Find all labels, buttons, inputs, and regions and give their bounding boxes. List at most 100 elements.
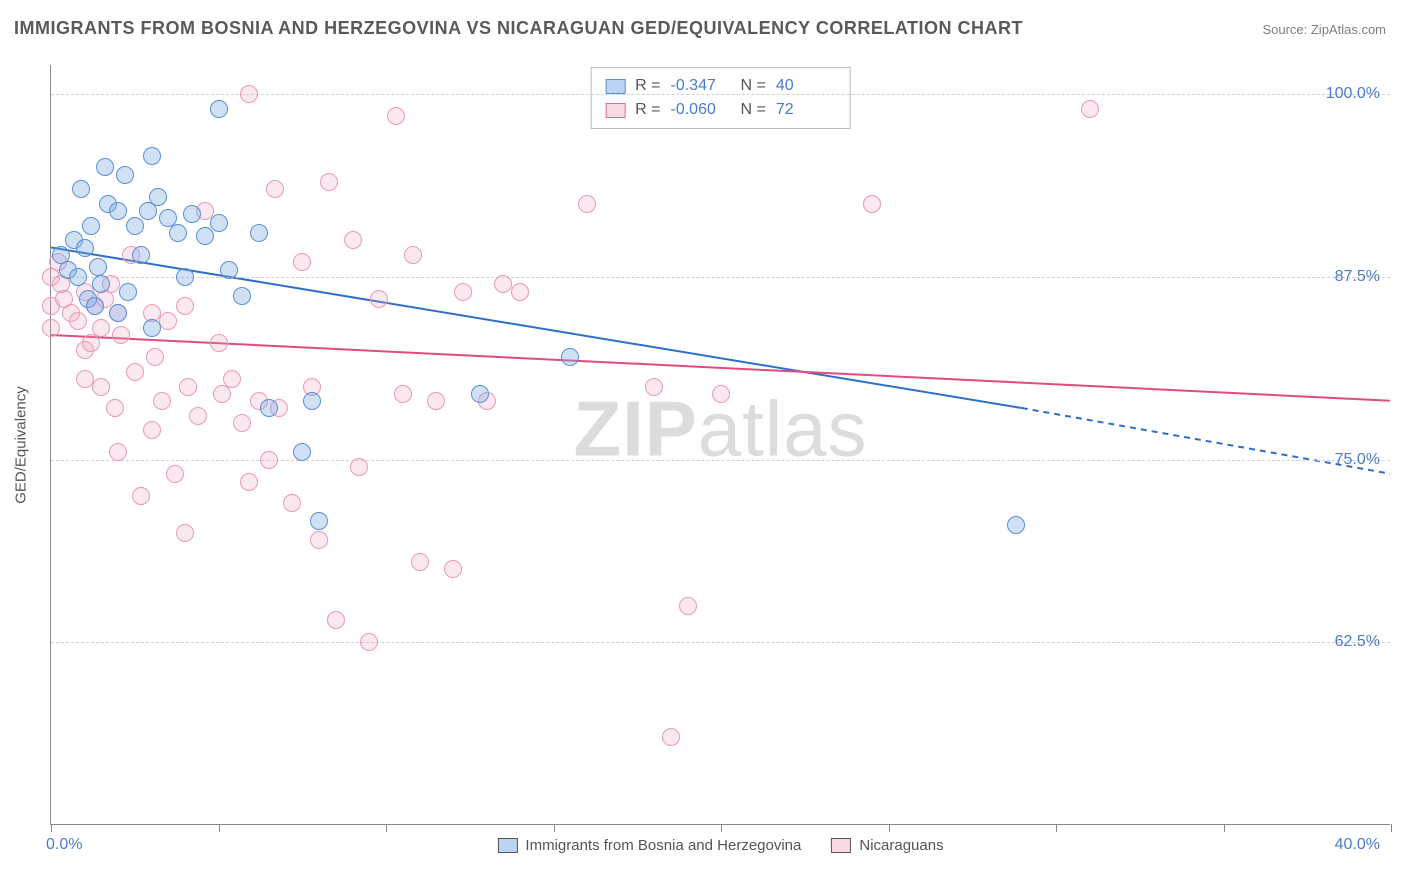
legend-label: Immigrants from Bosnia and Herzegovina <box>525 837 801 854</box>
scatter-point <box>360 633 378 651</box>
y-tick-label: 87.5% <box>1335 268 1380 286</box>
stats-row-series-1: R = -0.060 N = 72 <box>605 98 836 122</box>
scatter-point <box>350 458 368 476</box>
scatter-point <box>86 297 104 315</box>
scatter-point <box>471 385 489 403</box>
scatter-point <box>69 312 87 330</box>
scatter-point <box>210 334 228 352</box>
swatch-icon <box>605 103 625 118</box>
scatter-point <box>69 268 87 286</box>
stat-n-value: 72 <box>776 98 836 122</box>
scatter-point <box>260 451 278 469</box>
scatter-point <box>233 287 251 305</box>
scatter-point <box>76 239 94 257</box>
y-tick-label: 62.5% <box>1335 633 1380 651</box>
trend-lines-svg <box>51 65 1390 824</box>
scatter-point <box>427 392 445 410</box>
scatter-point <box>387 107 405 125</box>
scatter-point <box>76 370 94 388</box>
scatter-point <box>179 378 197 396</box>
scatter-point <box>96 158 114 176</box>
scatter-point <box>149 188 167 206</box>
y-axis-label: GED/Equivalency <box>13 386 30 504</box>
scatter-point <box>176 297 194 315</box>
scatter-point <box>153 392 171 410</box>
scatter-point <box>411 553 429 571</box>
scatter-point <box>310 512 328 530</box>
grid-line <box>51 642 1390 643</box>
swatch-icon <box>605 79 625 94</box>
scatter-point <box>210 214 228 232</box>
scatter-point <box>72 180 90 198</box>
x-tick <box>889 824 890 832</box>
scatter-point <box>266 180 284 198</box>
scatter-point <box>112 326 130 344</box>
scatter-point <box>223 370 241 388</box>
scatter-point <box>1007 516 1025 534</box>
scatter-point <box>444 560 462 578</box>
scatter-point <box>260 399 278 417</box>
scatter-point <box>210 100 228 118</box>
scatter-point <box>92 319 110 337</box>
scatter-point <box>404 246 422 264</box>
scatter-point <box>189 407 207 425</box>
scatter-point <box>82 217 100 235</box>
scatter-point <box>92 378 110 396</box>
scatter-point <box>240 473 258 491</box>
legend-item-1: Nicaraguans <box>831 837 943 854</box>
scatter-point <box>176 268 194 286</box>
scatter-point <box>106 399 124 417</box>
grid-line <box>51 277 1390 278</box>
scatter-point <box>320 173 338 191</box>
scatter-point <box>233 414 251 432</box>
scatter-point <box>712 385 730 403</box>
scatter-point <box>561 348 579 366</box>
x-axis-min-label: 0.0% <box>46 836 82 854</box>
x-tick <box>386 824 387 832</box>
scatter-point <box>511 283 529 301</box>
scatter-point <box>132 246 150 264</box>
x-tick <box>219 824 220 832</box>
source-credit: Source: ZipAtlas.com <box>1262 22 1386 37</box>
x-tick <box>721 824 722 832</box>
scatter-point <box>143 421 161 439</box>
x-tick <box>1391 824 1392 832</box>
x-tick <box>1056 824 1057 832</box>
scatter-point <box>89 258 107 276</box>
scatter-point <box>143 147 161 165</box>
scatter-point <box>132 487 150 505</box>
scatter-point <box>863 195 881 213</box>
scatter-point <box>370 290 388 308</box>
scatter-point <box>176 524 194 542</box>
scatter-point <box>183 205 201 223</box>
scatter-point <box>146 348 164 366</box>
scatter-point <box>116 166 134 184</box>
scatter-point <box>109 443 127 461</box>
scatter-point <box>283 494 301 512</box>
scatter-point <box>250 224 268 242</box>
stat-label: N = <box>741 98 766 122</box>
scatter-point <box>327 611 345 629</box>
scatter-point <box>42 319 60 337</box>
scatter-point <box>143 319 161 337</box>
grid-line <box>51 460 1390 461</box>
scatter-point <box>454 283 472 301</box>
legend-label: Nicaraguans <box>859 837 943 854</box>
scatter-point <box>310 531 328 549</box>
correlation-stats-box: R = -0.347 N = 40 R = -0.060 N = 72 <box>590 67 851 129</box>
scatter-point <box>293 253 311 271</box>
scatter-point <box>494 275 512 293</box>
scatter-point <box>578 195 596 213</box>
scatter-point <box>92 275 110 293</box>
scatter-point <box>126 217 144 235</box>
x-tick <box>51 824 52 832</box>
x-tick <box>554 824 555 832</box>
x-tick <box>1224 824 1225 832</box>
stat-label: R = <box>635 98 660 122</box>
scatter-point <box>166 465 184 483</box>
scatter-point <box>1081 100 1099 118</box>
scatter-point <box>126 363 144 381</box>
scatter-point <box>196 227 214 245</box>
y-tick-label: 100.0% <box>1326 85 1380 103</box>
legend: Immigrants from Bosnia and Herzegovina N… <box>497 837 943 854</box>
